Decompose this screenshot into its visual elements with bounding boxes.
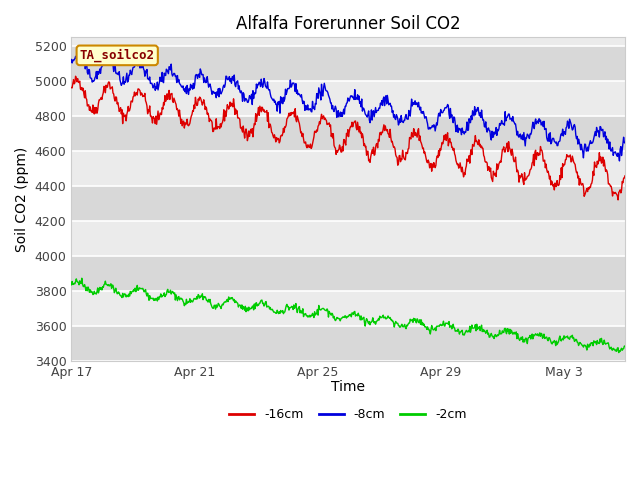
Bar: [72, 116, 625, 151]
X-axis label: Time: Time: [332, 380, 365, 395]
Bar: [72, 221, 625, 256]
Bar: [72, 151, 625, 186]
Title: Alfalfa Forerunner Soil CO2: Alfalfa Forerunner Soil CO2: [236, 15, 461, 33]
Text: TA_soilco2: TA_soilco2: [80, 48, 155, 62]
Bar: [72, 81, 625, 116]
Bar: [72, 256, 625, 291]
Bar: [72, 46, 625, 81]
Y-axis label: Soil CO2 (ppm): Soil CO2 (ppm): [15, 146, 29, 252]
Legend: -16cm, -8cm, -2cm: -16cm, -8cm, -2cm: [225, 403, 472, 426]
Bar: [72, 186, 625, 221]
Bar: [72, 326, 625, 361]
Bar: [72, 291, 625, 326]
